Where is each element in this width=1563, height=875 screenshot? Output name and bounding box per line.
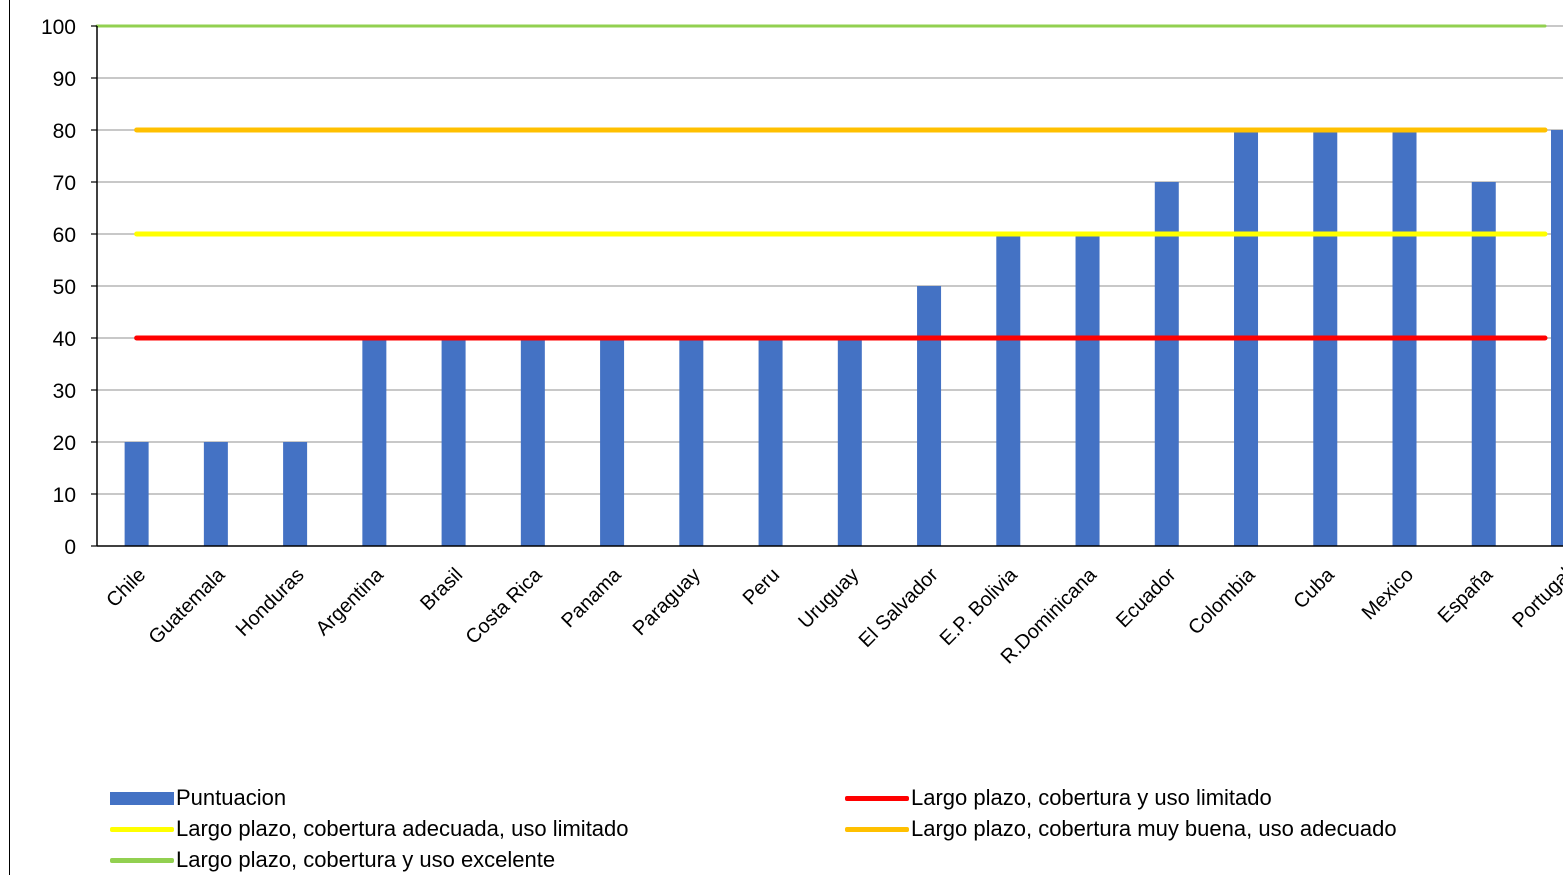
bar xyxy=(1075,234,1100,546)
bars xyxy=(124,130,1563,546)
x-tick-label: E.P. Bolivia xyxy=(936,563,1023,650)
bar xyxy=(124,442,149,546)
bar xyxy=(1551,130,1563,546)
x-tick-label: Brasil xyxy=(416,564,467,615)
bar xyxy=(996,234,1021,546)
x-tick-label: Ecuador xyxy=(1112,564,1180,632)
y-tick-label: 20 xyxy=(53,432,76,455)
bar xyxy=(203,442,228,546)
x-tick-label: Chile xyxy=(102,564,150,612)
y-tick-label: 10 xyxy=(53,484,76,507)
x-tick-label: España xyxy=(1434,563,1498,627)
y-tick-label: 60 xyxy=(53,224,76,247)
reference-lines xyxy=(95,24,1548,341)
x-tick-label: Portugal xyxy=(1508,564,1563,632)
bar xyxy=(679,338,704,546)
y-tick-label: 50 xyxy=(53,276,76,299)
axes xyxy=(91,25,1563,547)
x-tick-label: Uruguay xyxy=(794,564,863,633)
chart-frame xyxy=(9,0,1563,875)
y-tick-label: 80 xyxy=(53,120,76,143)
bar xyxy=(283,442,308,546)
x-tick-label: Argentina xyxy=(312,563,389,640)
bar xyxy=(1154,182,1179,546)
y-tick-label: 90 xyxy=(53,68,76,91)
x-tick-label: Peru xyxy=(739,564,784,609)
bar xyxy=(362,338,387,546)
bar xyxy=(441,338,466,546)
bar xyxy=(837,338,862,546)
x-tick-label: Mexico xyxy=(1358,564,1418,624)
y-tick-label: 70 xyxy=(53,172,76,195)
x-tick-label: Cuba xyxy=(1289,563,1339,613)
x-tick-label: Panama xyxy=(557,563,626,632)
bar xyxy=(520,338,545,546)
x-tick-label: Costa Rica xyxy=(462,563,547,648)
x-tick-label: Honduras xyxy=(232,564,309,641)
y-tick-label: 40 xyxy=(53,328,76,351)
y-tick-labels: 0 10 20 30 40 50 60 70 80 90 100 xyxy=(41,16,76,559)
bar xyxy=(600,338,625,546)
x-tick-label: Colombia xyxy=(1184,563,1260,639)
y-tick-label: 100 xyxy=(41,16,76,39)
x-tick-label: Paraguay xyxy=(629,564,705,640)
x-tick-label: Guatemala xyxy=(145,563,230,648)
bar xyxy=(1471,182,1496,546)
y-tick-label: 30 xyxy=(53,380,76,403)
bar xyxy=(758,338,783,546)
x-tick-label: El Salvador xyxy=(855,564,943,652)
bar xyxy=(917,286,942,546)
gridlines xyxy=(97,25,1563,495)
y-tick-label: 0 xyxy=(64,536,76,559)
